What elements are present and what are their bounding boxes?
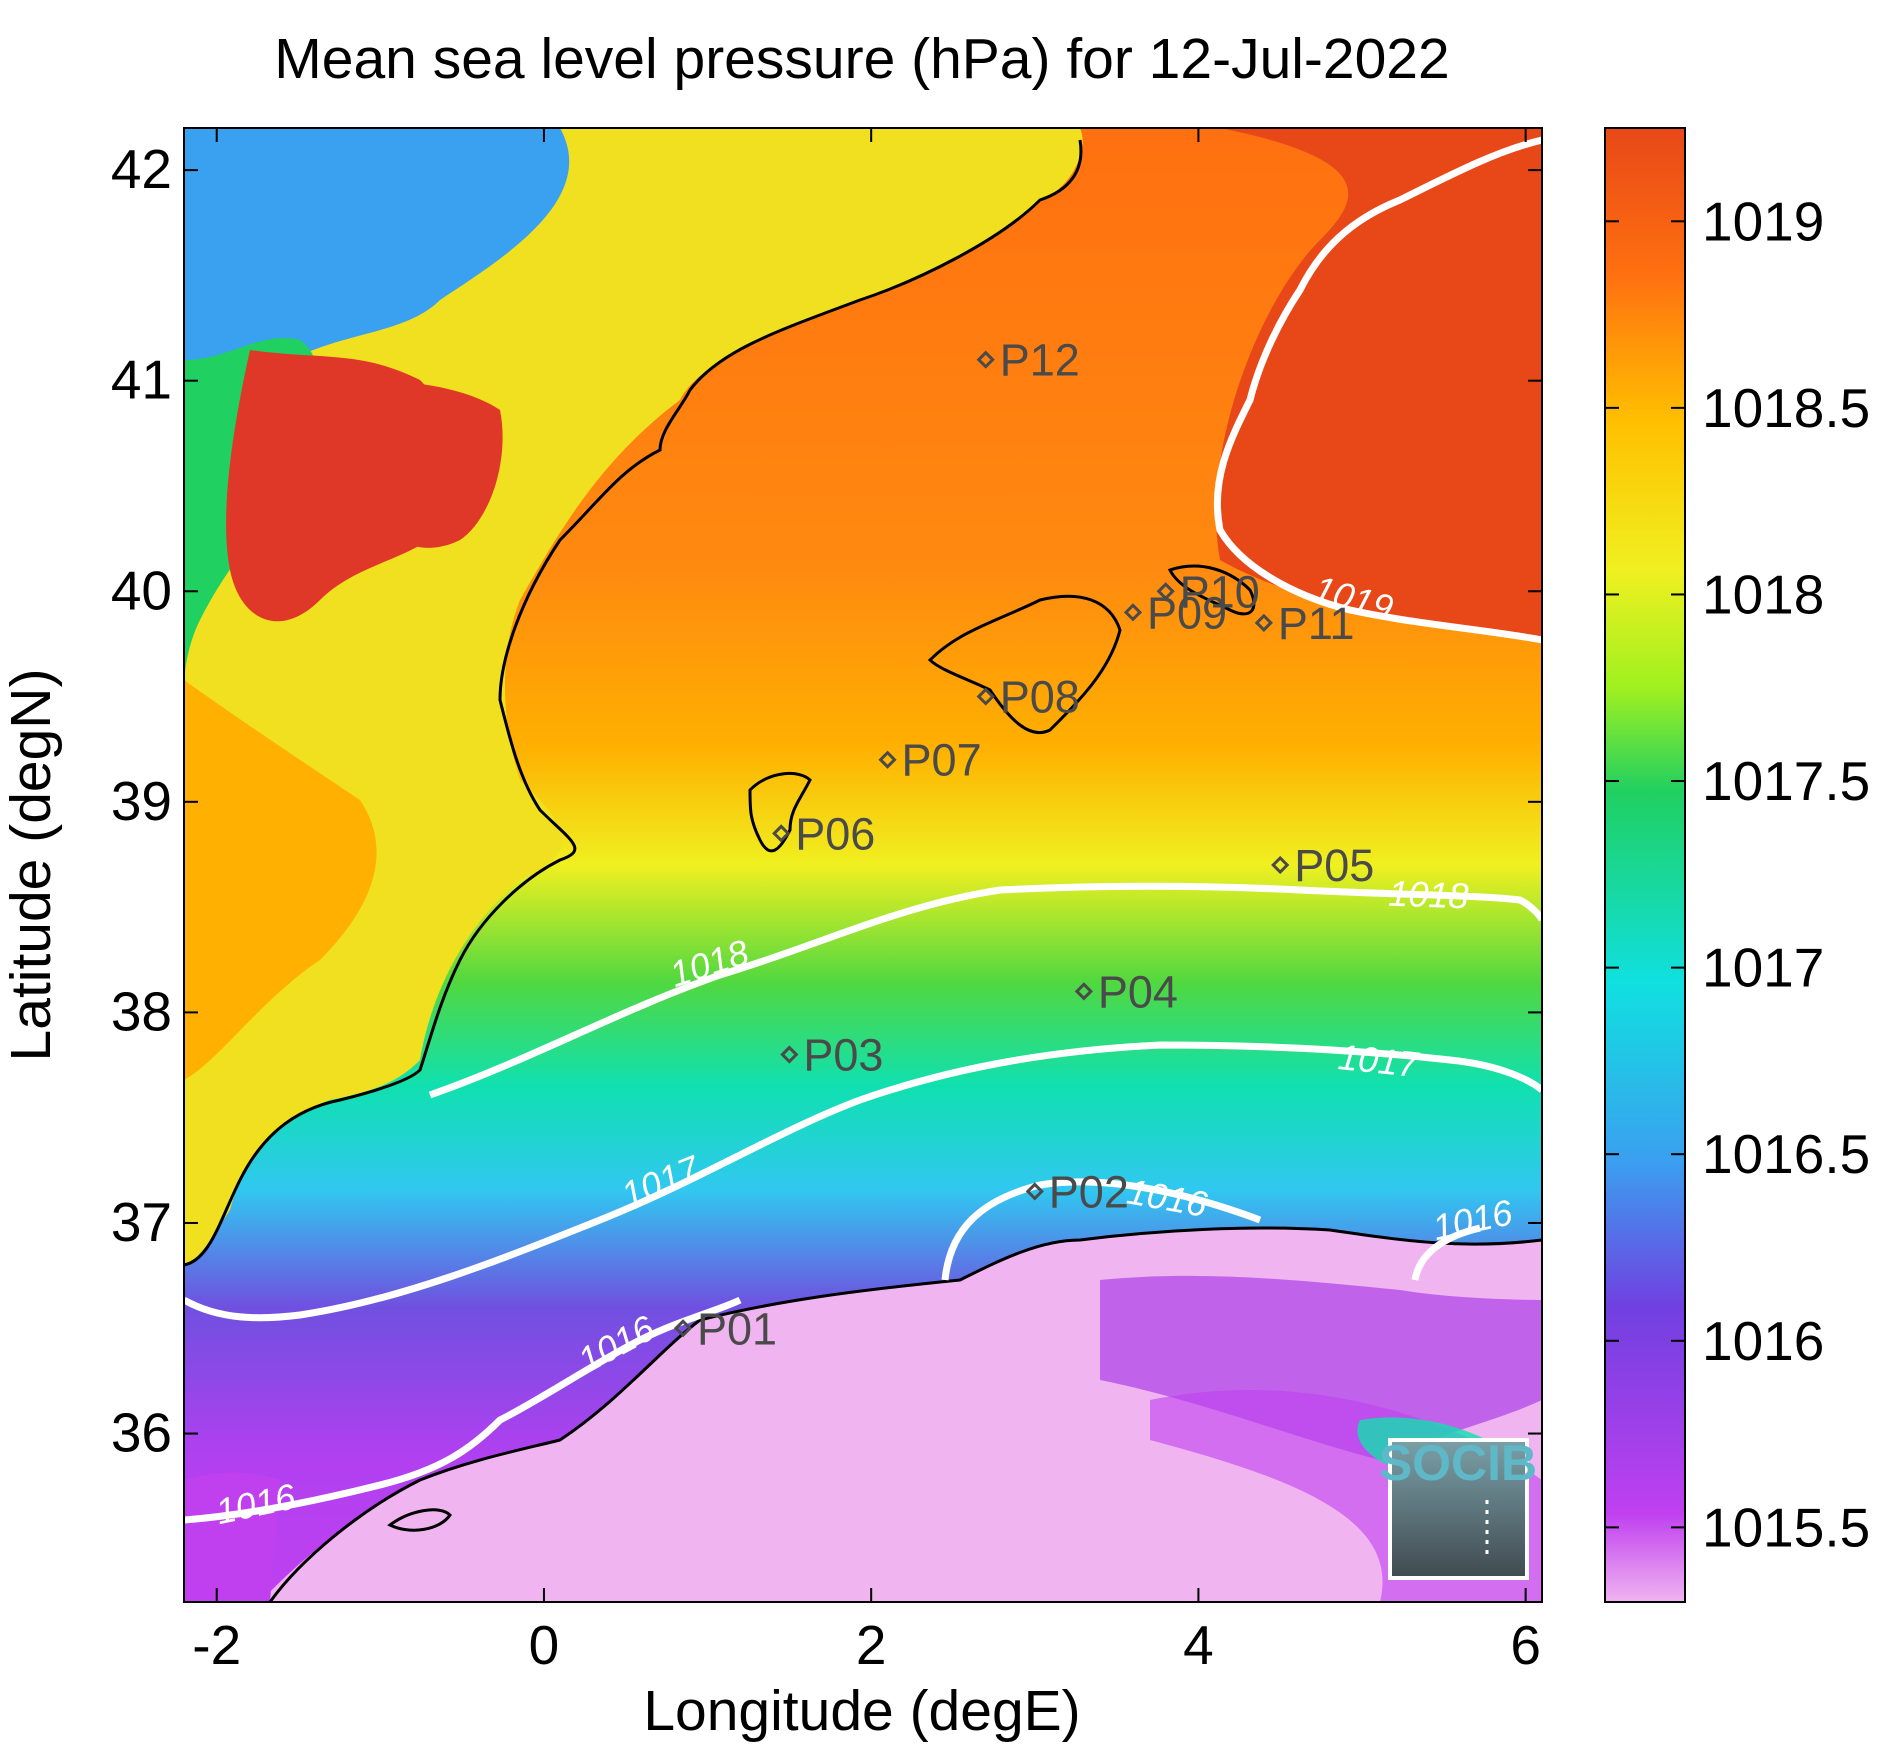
station-marker	[1271, 855, 1290, 875]
x-tick-label: 0	[529, 1614, 560, 1676]
x-tick-label: 6	[1510, 1614, 1541, 1676]
pressure-field	[184, 128, 1542, 1602]
y-tick-label: 36	[111, 1402, 172, 1464]
colorbar-tick-label: 1017	[1702, 937, 1824, 999]
station-p05: P05	[1271, 840, 1374, 891]
isobar-label: 1018	[1388, 873, 1469, 917]
station-marker	[1074, 982, 1094, 1001]
station-label: P04	[1098, 966, 1178, 1017]
station-marker	[780, 1045, 799, 1064]
station-p10: P10	[1156, 566, 1260, 617]
y-tick-label: 40	[111, 559, 172, 621]
station-marker	[976, 687, 995, 706]
isobar-label: 1017	[1336, 1036, 1422, 1085]
colorbar-tick-label: 1016	[1702, 1310, 1824, 1372]
station-marker	[772, 824, 791, 843]
colorbar-tick-label: 1019	[1702, 190, 1824, 252]
station-marker	[976, 350, 995, 369]
station-label: P05	[1294, 840, 1374, 891]
y-tick-label: 42	[111, 138, 172, 200]
station-label: P08	[1000, 672, 1080, 723]
coastline	[184, 139, 1542, 1602]
station-marker	[878, 750, 897, 769]
x-tick-label: 4	[1183, 1614, 1214, 1676]
x-axis: -2 0 2 4 6	[192, 128, 1541, 1676]
station-p02: P02	[1025, 1166, 1129, 1217]
colorbar-tick-label: 1018	[1702, 563, 1824, 625]
station-p09: P09	[1123, 587, 1227, 638]
map-title: Mean sea level pressure (hPa) for 12-Jul…	[274, 27, 1449, 91]
station-label: P10	[1180, 566, 1260, 617]
station-marker	[1156, 582, 1175, 601]
station-p08: P08	[976, 672, 1080, 723]
colorbar-tick-label: 1016.5	[1702, 1123, 1870, 1185]
station-p01: P01	[673, 1303, 777, 1354]
station-p07: P07	[878, 735, 982, 786]
station-label: P11	[1278, 598, 1355, 649]
station-marker	[1123, 603, 1143, 622]
y-axis-label: Latitude (degN)	[0, 669, 63, 1062]
station-p04: P04	[1074, 966, 1178, 1017]
station-marker	[1025, 1182, 1044, 1201]
station-p03: P03	[780, 1030, 883, 1081]
map-frame	[183, 127, 1543, 1603]
colorbar: 1015.5 1016 1016.5 1017 1017.5 1018 1018.5 1019	[1604, 127, 1870, 1603]
x-tick-label: -2	[192, 1614, 241, 1676]
socib-logo: SOCIB	[1379, 1435, 1537, 1580]
station-p12: P12	[976, 335, 1080, 386]
station-p06: P06	[772, 808, 875, 859]
station-label: P06	[795, 808, 875, 859]
colorbar-tick-label: 1015.5	[1702, 1496, 1870, 1558]
station-p11: P11	[1254, 598, 1355, 649]
station-label: P03	[803, 1030, 883, 1081]
station-label: P12	[1000, 335, 1080, 386]
station-label: P02	[1049, 1166, 1129, 1217]
x-axis-label: Longitude (degE)	[643, 1679, 1080, 1743]
station-label: P07	[902, 735, 982, 786]
station-label: P09	[1147, 587, 1227, 638]
colorbar-tick-label: 1018.5	[1702, 377, 1870, 439]
socib-logo-text: SOCIB	[1379, 1435, 1537, 1491]
station-marker	[1254, 613, 1273, 632]
y-tick-label: 37	[111, 1191, 172, 1253]
isobars	[184, 136, 1542, 1524]
x-tick-label: 2	[856, 1614, 887, 1676]
y-tick-label: 38	[111, 980, 172, 1042]
y-tick-label: 39	[111, 770, 172, 832]
colorbar-gradient	[1604, 127, 1686, 1603]
colorbar-ticks: 1015.5 1016 1016.5 1017 1017.5 1018 1018.5 1019	[1605, 190, 1870, 1558]
y-tick-label: 41	[111, 349, 172, 411]
station-label: P01	[697, 1303, 777, 1354]
station-marker	[673, 1319, 693, 1338]
y-axis: 36 37 38 39 40 41 42	[111, 138, 1542, 1464]
colorbar-tick-label: 1017.5	[1702, 750, 1870, 812]
